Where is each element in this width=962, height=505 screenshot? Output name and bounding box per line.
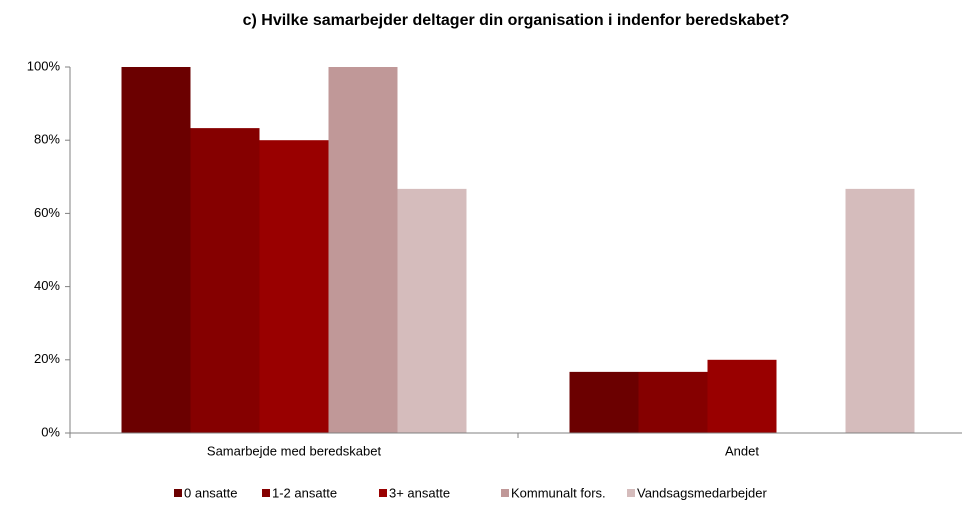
- y-tick-label: 100%: [27, 58, 61, 73]
- legend-label: 1-2 ansatte: [272, 485, 337, 500]
- y-tick-label: 60%: [34, 205, 60, 220]
- legend-swatch: [174, 489, 182, 497]
- bar: [328, 67, 398, 433]
- legend-label: 3+ ansatte: [389, 485, 450, 500]
- y-tick-label: 20%: [34, 351, 60, 366]
- legend-label: Vandsagsmedarbejder: [637, 485, 768, 500]
- bar: [190, 128, 260, 433]
- legend-label: 0 ansatte: [184, 485, 238, 500]
- x-tick-label: Andet: [725, 443, 759, 458]
- legend-swatch: [379, 489, 387, 497]
- bar: [707, 359, 777, 433]
- legend-swatch: [262, 489, 270, 497]
- bar: [845, 188, 915, 433]
- y-tick-label: 40%: [34, 278, 60, 293]
- chart-title: c) Hvilke samarbejder deltager din organ…: [243, 12, 790, 29]
- bar: [259, 140, 329, 433]
- legend-swatch: [501, 489, 509, 497]
- legend-label: Kommunalt fors.: [511, 485, 606, 500]
- x-tick-label: Samarbejde med beredskabet: [207, 443, 382, 458]
- bar: [638, 371, 708, 433]
- y-tick-label: 0%: [41, 424, 60, 439]
- bar: [569, 371, 639, 433]
- bar: [397, 188, 467, 433]
- legend-swatch: [627, 489, 635, 497]
- bar: [121, 67, 191, 433]
- y-tick-label: 80%: [34, 132, 60, 147]
